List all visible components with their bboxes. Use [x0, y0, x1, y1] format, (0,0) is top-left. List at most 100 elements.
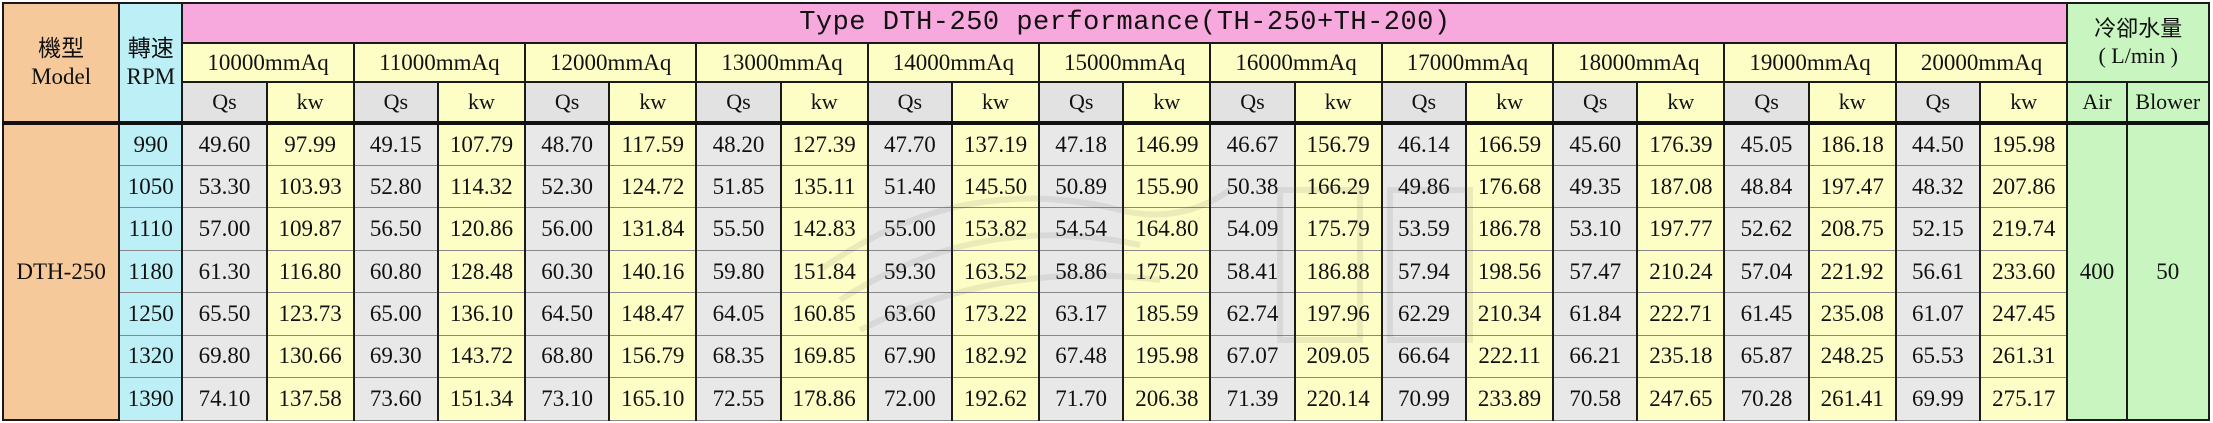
qs-value: 68.35	[695, 334, 782, 379]
pressure-header: 20000mmAq	[1894, 42, 2069, 83]
kw-value: 178.86	[779, 377, 869, 421]
kw-value: 206.38	[1122, 377, 1212, 421]
kw-value: 142.83	[779, 207, 869, 251]
qs-value: 65.50	[181, 292, 268, 336]
kw-value: 261.31	[1978, 334, 2069, 379]
rpm-header: 轉速 RPM	[118, 1, 184, 125]
kw-header: kw	[1464, 80, 1555, 125]
kw-value: 131.84	[608, 207, 698, 251]
kw-value: 169.85	[779, 334, 869, 379]
qs-value: 53.30	[181, 165, 268, 209]
kw-value: 192.62	[950, 377, 1041, 421]
qs-value: 64.50	[524, 292, 611, 336]
qs-value: 70.58	[1552, 377, 1639, 421]
kw-value: 187.08	[1636, 165, 1726, 209]
pressure-header: 17000mmAq	[1380, 42, 1555, 83]
qs-value: 66.21	[1552, 334, 1639, 379]
qs-value: 59.80	[695, 249, 782, 294]
qs-value: 58.41	[1209, 249, 1296, 294]
qs-value: 69.30	[352, 334, 439, 379]
qs-value: 65.53	[1894, 334, 1981, 379]
kw-header: kw	[1293, 80, 1383, 125]
kw-value: 137.19	[950, 121, 1041, 167]
kw-value: 156.79	[608, 334, 698, 379]
qs-value: 67.90	[866, 334, 953, 379]
kw-value: 107.79	[436, 121, 527, 167]
kw-value: 97.99	[265, 121, 355, 167]
table-title: Type DTH-250 performance(TH-250+TH-200)	[181, 1, 2069, 45]
pressure-header: 14000mmAq	[866, 42, 1041, 83]
model-header-zh: 機型	[38, 35, 85, 61]
kw-value: 173.22	[950, 292, 1041, 336]
kw-value: 208.75	[1807, 207, 1897, 251]
model-header: 機型 Model	[1, 1, 121, 125]
qs-value: 51.85	[695, 165, 782, 209]
qs-header: Qs	[1038, 80, 1125, 125]
kw-value: 146.99	[1122, 121, 1212, 167]
kw-value: 151.84	[779, 249, 869, 294]
qs-value: 57.47	[1552, 249, 1639, 294]
kw-value: 219.74	[1978, 207, 2069, 251]
model-header-en: Model	[31, 63, 92, 89]
kw-value: 148.47	[608, 292, 698, 336]
table-row: DTH-250 990 49.60 97.99 49.15 107.79 48.70 117.…	[1, 121, 2211, 421]
air-water-value: 400	[2066, 121, 2128, 421]
rpm-cell: 1250	[118, 292, 184, 336]
qs-value: 52.80	[352, 165, 439, 209]
qs-value: 57.00	[181, 207, 268, 251]
kw-value: 210.24	[1636, 249, 1726, 294]
qs-value: 52.15	[1894, 207, 1981, 251]
rpm-header-en: RPM	[126, 63, 176, 89]
qs-value: 57.94	[1380, 249, 1467, 294]
qs-value: 73.10	[524, 377, 611, 421]
qs-value: 50.38	[1209, 165, 1296, 209]
kw-value: 209.05	[1293, 334, 1383, 379]
qs-value: 51.40	[866, 165, 953, 209]
qs-value: 63.17	[1038, 292, 1125, 336]
qs-value: 53.59	[1380, 207, 1467, 251]
kw-value: 151.34	[436, 377, 527, 421]
qs-value: 55.50	[695, 207, 782, 251]
kw-value: 248.25	[1807, 334, 1897, 379]
kw-value: 165.10	[608, 377, 698, 421]
cooling-water-unit: ( L/min )	[2098, 43, 2178, 69]
cooling-water-label: 冷卻水量	[2094, 16, 2183, 42]
kw-value: 247.45	[1978, 292, 2069, 336]
kw-value: 103.93	[265, 165, 355, 209]
model-cell: DTH-250	[1, 121, 121, 421]
kw-header: kw	[436, 80, 527, 125]
qs-value: 66.64	[1380, 334, 1467, 379]
qs-value: 52.30	[524, 165, 611, 209]
qs-value: 73.60	[352, 377, 439, 421]
rpm-cell: 1180	[118, 249, 184, 294]
qs-value: 48.84	[1723, 165, 1810, 209]
kw-value: 197.96	[1293, 292, 1383, 336]
qs-value: 45.05	[1723, 121, 1810, 167]
kw-value: 175.20	[1122, 249, 1212, 294]
qs-header: Qs	[1209, 80, 1296, 125]
pressure-header: 11000mmAq	[352, 42, 527, 83]
kw-value: 123.73	[265, 292, 355, 336]
cooling-water-header: 冷卻水量 ( L/min )	[2066, 2, 2210, 83]
table-row: 1180 61.30 116.80 60.80 128.48 60.30 140.16 59.…	[3, 249, 2209, 294]
kw-value: 221.92	[1807, 249, 1897, 294]
qs-value: 71.39	[1209, 377, 1296, 421]
kw-value: 220.14	[1293, 377, 1383, 421]
qs-value: 56.61	[1894, 249, 1981, 294]
qs-value: 49.15	[352, 121, 439, 167]
table-row: 1250 65.50 123.73 65.00 136.10 64.50 148.47 64.…	[3, 292, 2209, 336]
kw-value: 109.87	[265, 207, 355, 251]
qs-value: 59.30	[866, 249, 953, 294]
kw-value: 210.34	[1464, 292, 1555, 336]
kw-value: 166.29	[1293, 165, 1383, 209]
kw-value: 235.18	[1636, 334, 1726, 379]
qs-header: Qs	[1380, 80, 1467, 125]
kw-value: 222.11	[1464, 334, 1555, 379]
qs-value: 48.32	[1894, 165, 1981, 209]
rpm-header-zh: 轉速	[127, 35, 174, 61]
kw-value: 198.56	[1464, 249, 1555, 294]
qs-value: 65.00	[352, 292, 439, 336]
qs-value: 67.48	[1038, 334, 1125, 379]
qs-value: 70.28	[1723, 377, 1810, 421]
